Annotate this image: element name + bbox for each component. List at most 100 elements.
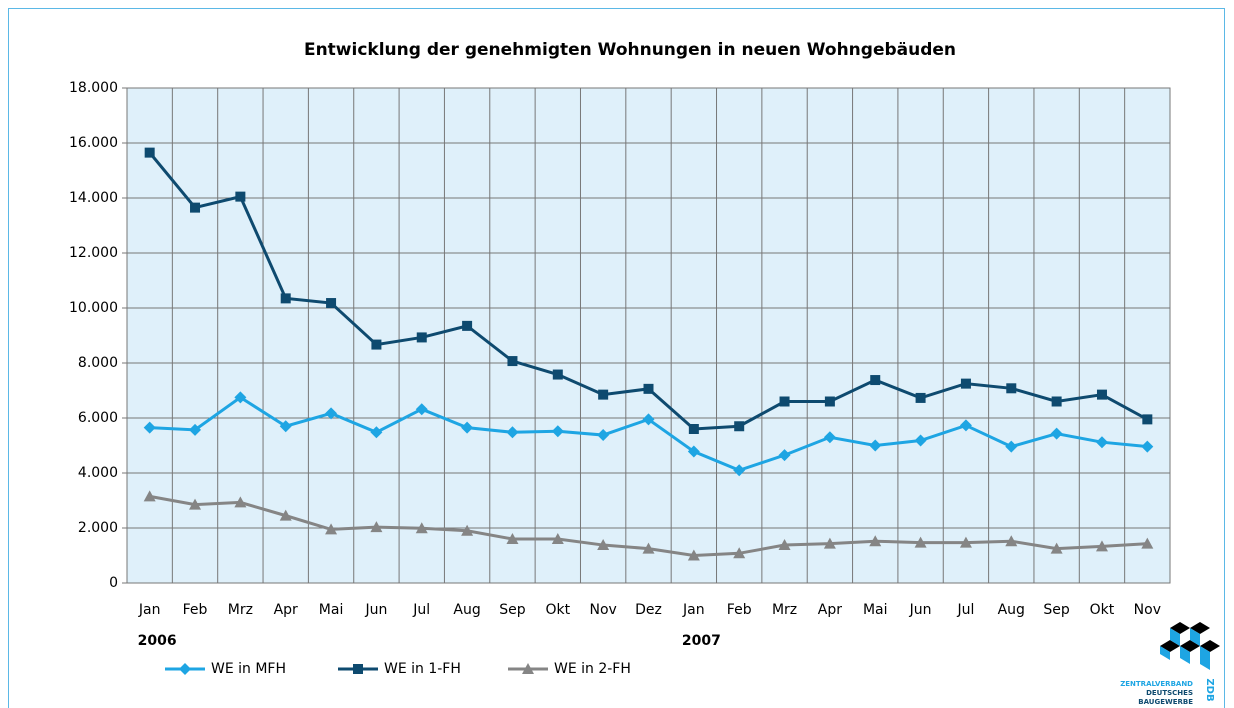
marker — [551, 533, 564, 544]
logo: ZENTRALVERBAND DEUTSCHES BAUGEWERBE ZDB — [1120, 622, 1220, 706]
x-tick-label: Aug — [453, 602, 480, 618]
marker — [1050, 542, 1063, 554]
x-tick-label: Sep — [499, 602, 526, 618]
marker — [462, 320, 473, 331]
marker — [1051, 396, 1062, 407]
series — [144, 147, 1153, 434]
y-tick-label: 10.000 — [69, 300, 118, 316]
marker — [189, 498, 202, 510]
x-tick-label: Apr — [818, 602, 842, 618]
marker — [179, 663, 191, 675]
year: 2006 — [138, 633, 177, 649]
marker — [960, 378, 971, 389]
marker — [143, 421, 156, 434]
x-tick-label: Dez — [635, 602, 662, 618]
marker — [597, 429, 610, 442]
marker — [280, 293, 291, 304]
marker — [461, 421, 474, 434]
x-tick-label: Jul — [956, 602, 974, 618]
marker — [642, 413, 655, 426]
x-tick-label: Mrz — [228, 602, 253, 618]
marker — [522, 663, 534, 674]
series — [143, 490, 1154, 561]
x-tick-label: Feb — [183, 602, 208, 618]
marker — [371, 339, 382, 350]
y-tick-label: 2.000 — [78, 520, 118, 536]
marker — [326, 298, 337, 309]
marker — [914, 536, 927, 548]
chart-title: Entwicklung der genehmigten Wohnungen in… — [304, 40, 956, 60]
x-tick-label: Apr — [274, 602, 298, 618]
y-tick-label: 14.000 — [69, 190, 118, 206]
marker — [415, 403, 428, 416]
marker — [143, 490, 156, 502]
marker — [144, 147, 155, 158]
legend-label: WE in 2-FH — [554, 661, 631, 677]
marker — [1005, 535, 1018, 547]
marker — [552, 369, 563, 380]
marker — [598, 389, 609, 400]
marker — [779, 396, 790, 407]
marker — [959, 419, 972, 432]
marker — [370, 426, 383, 439]
logo-text: BAUGEWERBE — [1138, 698, 1193, 706]
x-tick-label: Mai — [319, 602, 344, 618]
x-tick-label: Jan — [138, 602, 161, 618]
y-tick-label: 18.000 — [69, 80, 118, 96]
marker — [1095, 436, 1108, 449]
marker — [733, 547, 746, 559]
marker — [734, 421, 745, 432]
marker — [642, 542, 655, 554]
marker — [234, 391, 247, 404]
marker — [1142, 414, 1153, 425]
legend-label: WE in MFH — [211, 661, 286, 677]
marker — [824, 396, 835, 407]
marker — [914, 434, 927, 447]
marker — [1005, 440, 1018, 453]
marker — [506, 533, 519, 544]
y-tick-label: 4.000 — [78, 465, 118, 481]
year: 2007 — [682, 633, 721, 649]
marker — [733, 464, 746, 477]
legend-label: WE in 1-FH — [384, 661, 461, 677]
marker — [688, 424, 699, 434]
marker — [189, 423, 202, 436]
x-tick-label: Mai — [863, 602, 888, 618]
x-tick-label: Okt — [545, 602, 570, 618]
marker — [1096, 389, 1107, 400]
logo-text: ZENTRALVERBAND — [1120, 680, 1193, 688]
x-tick-label: Nov — [1134, 602, 1161, 618]
x-tick-label: Feb — [727, 602, 752, 618]
marker — [370, 521, 383, 533]
y-tick-label: 6.000 — [78, 410, 118, 426]
logo-faces — [1160, 628, 1210, 670]
y-tick-label: 8.000 — [78, 355, 118, 371]
marker — [415, 522, 428, 534]
frame — [8, 8, 1225, 708]
logo-text: DEUTSCHES — [1146, 689, 1193, 697]
marker — [325, 407, 338, 420]
x-tick-label: Jul — [412, 602, 430, 618]
marker — [506, 426, 519, 439]
marker — [869, 439, 882, 452]
marker — [1141, 440, 1154, 453]
x-tick-label: Nov — [589, 602, 616, 618]
marker — [870, 375, 881, 386]
x-tick-label: Jun — [909, 602, 932, 618]
marker — [687, 549, 700, 561]
marker — [823, 537, 836, 549]
marker — [1050, 427, 1063, 440]
marker — [235, 191, 246, 202]
marker — [778, 449, 791, 462]
y-tick-label: 0 — [109, 575, 118, 591]
marker — [234, 496, 247, 508]
marker — [461, 524, 474, 536]
x-tick-label: Okt — [1090, 602, 1115, 618]
marker — [1141, 537, 1154, 549]
marker — [823, 431, 836, 444]
x-tick-label: Mrz — [772, 602, 797, 618]
marker — [869, 535, 882, 547]
marker — [687, 445, 700, 458]
marker — [1006, 383, 1017, 394]
